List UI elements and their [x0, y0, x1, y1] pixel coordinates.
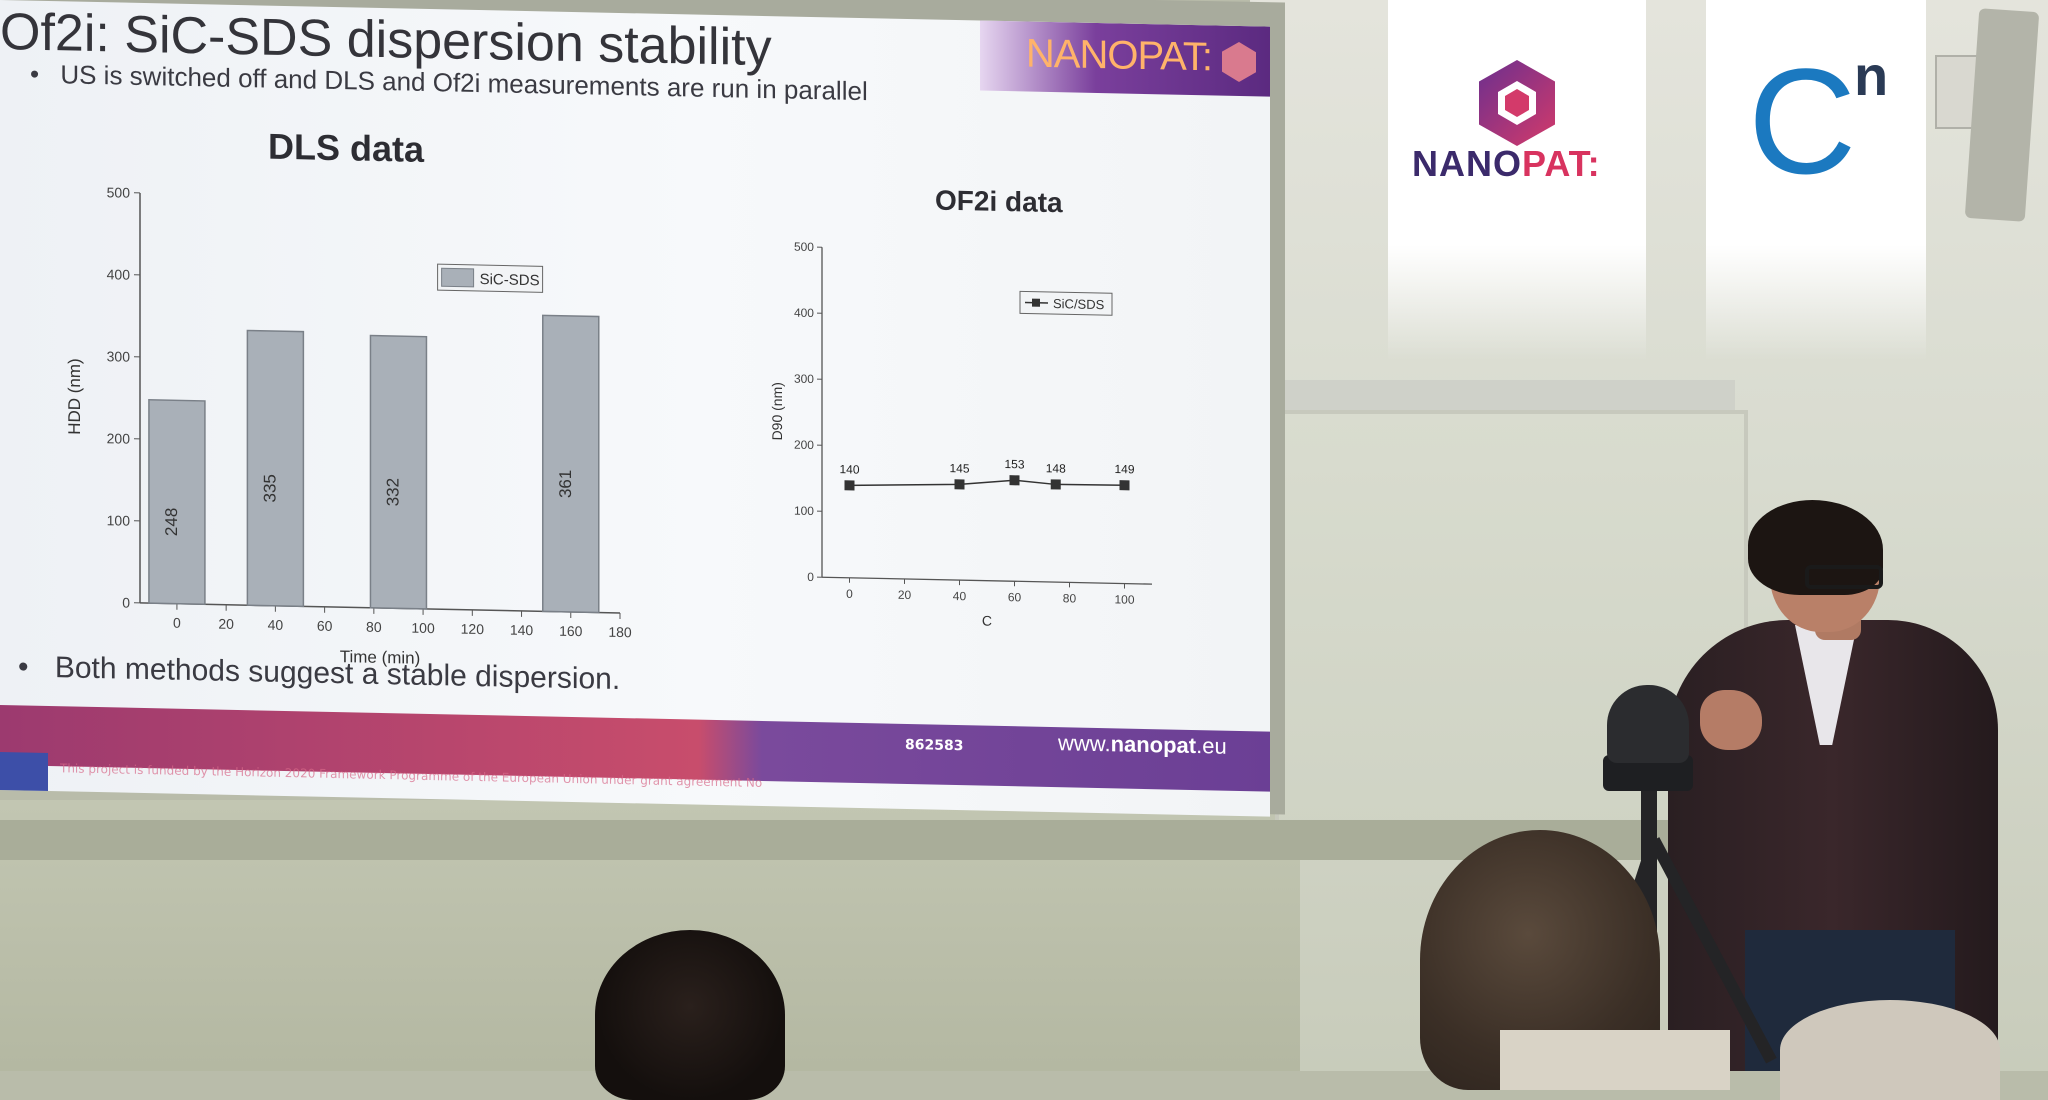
dls-data-label: 361 — [556, 469, 575, 498]
of2i-chart-title: OF2i data — [935, 185, 1063, 220]
dls-y-tick-label: 200 — [107, 430, 131, 446]
of2i-x-axis-label: C — [982, 613, 992, 629]
dls-x-tick-label: 20 — [218, 616, 234, 632]
of2i-y-tick-label: 0 — [807, 570, 814, 584]
presentation-slide: NANOPAT: Of2i: SiC-SDS dispersion stabil… — [0, 0, 1270, 817]
of2i-data-label: 149 — [1114, 462, 1134, 476]
of2i-x-tick-label: 0 — [846, 587, 853, 601]
dls-x-tick-label: 180 — [608, 624, 632, 640]
of2i-x-tick-label: 60 — [1008, 590, 1022, 604]
of2i-point — [845, 480, 855, 490]
dls-y-tick-label: 0 — [122, 595, 130, 611]
of2i-x-tick-label: 80 — [1063, 591, 1077, 605]
of2i-y-tick-label: 200 — [794, 438, 814, 452]
of2i-x-axis — [822, 577, 1152, 584]
dls-y-axis-label: HDD (nm) — [65, 358, 84, 435]
dls-data-label: 248 — [162, 508, 181, 537]
dls-x-tick-label: 80 — [366, 619, 382, 635]
cn-logo-letter: C — [1748, 46, 1856, 196]
slide-header-bar: NANOPAT: — [980, 21, 1270, 97]
of2i-point — [955, 479, 965, 489]
dls-bar-chart: 0 100 200 300 400 500 0 20 40 60 80 100 120 140 160 180… — [40, 151, 660, 684]
of2i-x-tick-label: 20 — [898, 588, 912, 602]
dls-data-label: 335 — [260, 474, 279, 503]
slide-brand: NANOPAT: — [1026, 31, 1212, 80]
of2i-point — [1010, 475, 1020, 485]
eu-flag-icon — [0, 752, 48, 793]
of2i-data-label: 145 — [949, 461, 969, 475]
dls-x-tick-label: 40 — [268, 617, 284, 633]
dls-legend-swatch — [442, 268, 474, 287]
dls-y-tick-label: 400 — [107, 266, 131, 282]
audience-coat — [1500, 1030, 1730, 1090]
of2i-x-tick-label: 40 — [953, 589, 967, 603]
of2i-legend-marker — [1032, 299, 1040, 307]
dls-bar — [149, 400, 205, 605]
dls-x-tick-label: 120 — [461, 621, 485, 637]
cn-logo-panel: C n — [1706, 0, 1926, 360]
url-prefix: www. — [1058, 730, 1111, 756]
of2i-y-tick-label: 400 — [794, 306, 814, 320]
cn-logo-sup: n — [1854, 48, 1888, 104]
of2i-y-axis-label: D90 (nm) — [769, 382, 785, 441]
nanopat-word-left: NANO — [1412, 143, 1522, 184]
of2i-y-tick-label: 100 — [794, 504, 814, 518]
dls-x-tick-label: 100 — [411, 620, 435, 636]
presenter-hand — [1700, 690, 1762, 750]
of2i-data-label: 148 — [1046, 461, 1066, 475]
of2i-series-line — [850, 477, 1125, 491]
url-domain: nanopat — [1111, 731, 1197, 758]
camera-icon — [1607, 685, 1689, 763]
dls-x-tick-label: 0 — [173, 615, 181, 631]
footer-url: www.nanopat.eu — [1058, 730, 1227, 760]
bullet-mark: • — [30, 59, 39, 89]
dls-y-tick-label: 100 — [107, 512, 131, 528]
audience-head — [1780, 1000, 2000, 1100]
dls-bar — [543, 315, 599, 612]
dls-x-tick-label: 60 — [317, 618, 333, 634]
glasses-icon — [1805, 565, 1883, 589]
dls-x-tick-label: 160 — [559, 623, 583, 639]
of2i-point — [1051, 479, 1061, 489]
of2i-legend-label: SiC/SDS — [1053, 296, 1105, 312]
url-suffix: .eu — [1196, 733, 1227, 759]
of2i-data-label: 140 — [839, 462, 859, 476]
dls-y-tick-label: 300 — [107, 348, 131, 364]
of2i-x-tick-label: 100 — [1114, 592, 1134, 606]
nanopat-logo-panel: NANOPAT: — [1388, 0, 1646, 360]
of2i-y-tick-label: 300 — [794, 372, 814, 386]
nanopat-hex-icon — [1479, 60, 1555, 146]
audience-head — [595, 930, 785, 1100]
bullet-mark: • — [18, 650, 29, 683]
dls-data-label: 332 — [383, 478, 402, 507]
nanopat-word-right: PAT: — [1522, 143, 1601, 184]
brand-hex-icon — [1222, 42, 1256, 83]
dls-bar — [247, 330, 303, 606]
nanopat-wordmark: NANOPAT: — [1412, 143, 1601, 185]
dls-y-tick-label: 500 — [107, 184, 131, 200]
board-tray — [0, 820, 1720, 860]
dls-x-tick-label: 140 — [510, 622, 534, 638]
dls-bar — [370, 336, 426, 609]
dls-legend-label: SiC-SDS — [480, 271, 540, 289]
of2i-point — [1120, 480, 1130, 490]
grant-number: 862583 — [905, 737, 963, 754]
of2i-line-chart: 0 100 200 300 400 500 0 20 40 60 80 100 140 145 153 148… — [760, 226, 1180, 655]
of2i-y-tick-label: 500 — [794, 240, 814, 254]
of2i-data-label: 153 — [1004, 457, 1024, 471]
